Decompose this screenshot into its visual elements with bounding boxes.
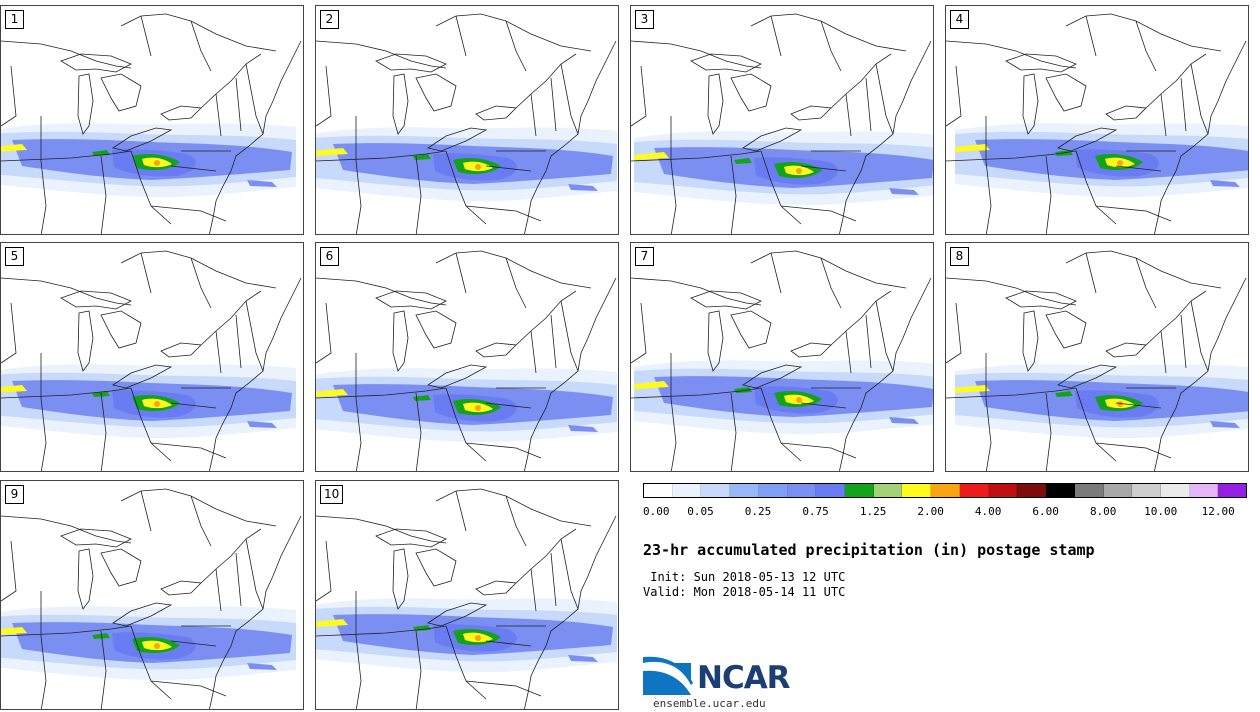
postage-stamp-map: 1 — [0, 5, 304, 235]
colorbar-segment — [873, 484, 903, 497]
colorbar-segment — [1046, 484, 1075, 497]
precip-map — [946, 243, 1249, 472]
colorbar-segment — [644, 484, 673, 497]
member-number: 5 — [5, 247, 24, 266]
colorbar-segment — [1103, 484, 1133, 497]
postage-stamp-map: 7 — [630, 242, 934, 472]
precip-map — [946, 6, 1249, 235]
colorbar-segment — [730, 484, 759, 497]
colorbar-segment — [1160, 484, 1190, 497]
valid-time: Valid: Mon 2018-05-14 11 UTC — [643, 585, 846, 599]
colorbar-segment — [1074, 484, 1104, 497]
member-number: 9 — [5, 485, 24, 504]
init-time: Init: Sun 2018-05-13 12 UTC — [643, 570, 846, 584]
postage-stamp-map: 8 — [945, 242, 1249, 472]
member-number: 4 — [950, 10, 969, 29]
colorbar-tick-label: 12.00 — [1201, 505, 1235, 518]
postage-stamp-map: 2 — [315, 5, 619, 235]
member-number: 10 — [320, 485, 344, 504]
colorbar-segment — [959, 484, 989, 497]
precip-map — [631, 6, 934, 235]
colorbar-segment — [701, 484, 731, 497]
colorbar-segment — [902, 484, 932, 497]
colorbar-segment — [931, 484, 960, 497]
postage-stamp-map: 9 — [0, 480, 304, 710]
precip-map — [316, 481, 619, 710]
member-number: 3 — [635, 10, 654, 29]
precip-map — [1, 481, 304, 710]
colorbar-tick-label: 0.05 — [687, 505, 714, 518]
colorbar-segment — [988, 484, 1018, 497]
colorbar-tick-label: 6.00 — [1032, 505, 1059, 518]
colorbar-tick-label: 2.00 — [917, 505, 944, 518]
member-number: 7 — [635, 247, 654, 266]
colorbar-segment — [1017, 484, 1047, 497]
colorbar-segment — [758, 484, 788, 497]
ncar-logo-icon — [643, 656, 693, 695]
postage-stamp-map: 3 — [630, 5, 934, 235]
member-number: 6 — [320, 247, 339, 266]
precip-map — [1, 6, 304, 235]
member-number: 2 — [320, 10, 339, 29]
postage-stamp-map: 6 — [315, 242, 619, 472]
colorbar-segment — [787, 484, 817, 497]
logo-url: ensemble.ucar.edu — [653, 697, 766, 710]
postage-stamp-map: 5 — [0, 242, 304, 472]
colorbar-tick-label: 8.00 — [1089, 505, 1117, 518]
colorbar-tick-label: 1.25 — [859, 505, 887, 518]
colorbar-tick-label: 0.75 — [802, 505, 829, 518]
colorbar-tick-label: 0.25 — [744, 505, 772, 518]
precip-map — [1, 243, 304, 472]
precip-map — [631, 243, 934, 472]
postage-stamp-map: 10 — [315, 480, 619, 710]
colorbar-segment — [1132, 484, 1161, 497]
colorbar-segment — [845, 484, 874, 497]
colorbar-tick-label: 10.00 — [1144, 505, 1178, 518]
precip-map — [316, 6, 619, 235]
precip-colorbar — [643, 483, 1247, 498]
precip-map — [316, 243, 619, 472]
colorbar-segment — [816, 484, 846, 497]
colorbar-tick-label: 0.00 — [643, 505, 670, 518]
colorbar-segment — [1218, 484, 1247, 497]
ncar-logo-text: NCAR — [697, 660, 791, 696]
colorbar-tick-label: 4.00 — [974, 505, 1002, 518]
postage-stamp-map: 4 — [945, 5, 1249, 235]
colorbar-segment — [672, 484, 702, 497]
chart-title: 23-hr accumulated precipitation (in) pos… — [643, 541, 1095, 559]
member-number: 1 — [5, 10, 24, 29]
colorbar-segment — [1189, 484, 1219, 497]
member-number: 8 — [950, 247, 969, 266]
